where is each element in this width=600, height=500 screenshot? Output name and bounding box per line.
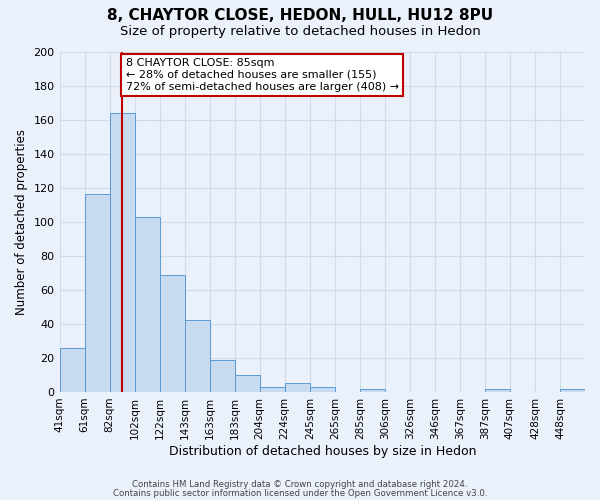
Bar (310, 387, 335, 392)
Bar (185, 320, 209, 392)
Text: Size of property relative to detached houses in Hedon: Size of property relative to detached ho… (119, 25, 481, 38)
Bar (160, 274, 185, 392)
Text: Contains public sector information licensed under the Open Government Licence v3: Contains public sector information licen… (113, 489, 487, 498)
Bar (59, 348, 85, 392)
Text: 8, CHAYTOR CLOSE, HEDON, HULL, HU12 8PU: 8, CHAYTOR CLOSE, HEDON, HULL, HU12 8PU (107, 8, 493, 22)
Bar (209, 360, 235, 392)
Bar (260, 387, 285, 392)
Y-axis label: Number of detached properties: Number of detached properties (15, 128, 28, 314)
Bar (85, 194, 110, 392)
Bar (134, 216, 160, 392)
Bar (360, 388, 385, 392)
X-axis label: Distribution of detached houses by size in Hedon: Distribution of detached houses by size … (169, 444, 476, 458)
Bar (110, 113, 134, 392)
Bar (560, 388, 585, 392)
Bar (485, 388, 510, 392)
Bar (235, 375, 260, 392)
Bar (285, 384, 310, 392)
Text: Contains HM Land Registry data © Crown copyright and database right 2024.: Contains HM Land Registry data © Crown c… (132, 480, 468, 489)
Text: 8 CHAYTOR CLOSE: 85sqm
← 28% of detached houses are smaller (155)
72% of semi-de: 8 CHAYTOR CLOSE: 85sqm ← 28% of detached… (126, 58, 399, 92)
